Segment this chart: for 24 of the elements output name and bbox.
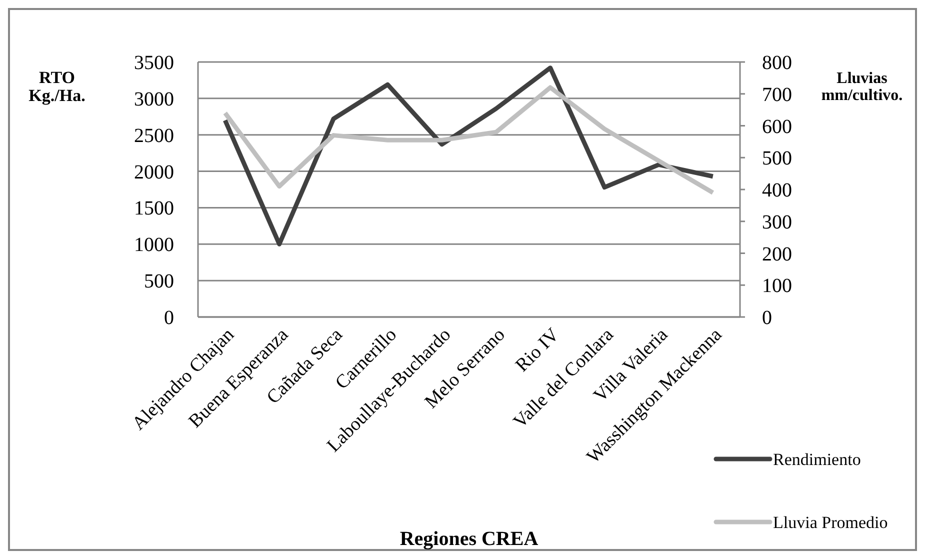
line-series xyxy=(222,66,716,246)
y-tick-label: 3500 xyxy=(134,52,174,74)
line-series xyxy=(222,85,716,195)
y2-tick-label: 600 xyxy=(762,116,792,138)
y-tick-label: 500 xyxy=(144,270,174,293)
y-tick-label: 2000 xyxy=(134,161,174,184)
y-tick-label: 3000 xyxy=(134,88,174,110)
y-tick-label: 1500 xyxy=(134,198,174,220)
y2-tick-label: 400 xyxy=(762,180,792,202)
y2-tick-label: 500 xyxy=(762,148,792,170)
legend-label: Lluvia Promedio xyxy=(773,512,888,532)
y2-tick-label: 300 xyxy=(762,211,792,234)
y2-tick-label: 800 xyxy=(762,52,792,74)
legend-label: Rendimiento xyxy=(773,450,861,469)
y2-tick-label: 0 xyxy=(762,307,772,329)
y-axis-title: RTO Kg./Ha. xyxy=(28,68,86,105)
y2-tick-label: 100 xyxy=(762,275,792,298)
y-tick-label: 0 xyxy=(164,307,174,329)
y2-tick-label: 200 xyxy=(762,243,792,266)
y2-axis-title: Lluvias mm/cultivo. xyxy=(821,70,903,104)
x-axis-title: Regiones CREA xyxy=(400,528,539,550)
y-tick-label: 1000 xyxy=(134,234,174,256)
y-tick-label: 2500 xyxy=(134,124,174,147)
y2-tick-label: 700 xyxy=(762,84,792,106)
